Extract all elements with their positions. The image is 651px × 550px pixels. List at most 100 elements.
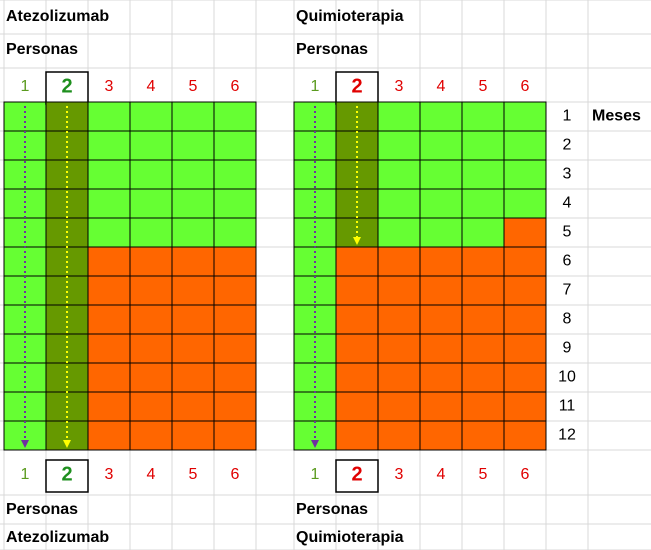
person-number: 1 (311, 466, 320, 483)
cell (213, 362, 257, 393)
cell (213, 101, 257, 132)
person-number: 4 (147, 466, 156, 483)
arrow-head (63, 440, 71, 448)
cell (503, 130, 547, 161)
cell (419, 217, 463, 248)
cell (45, 304, 89, 335)
cell (419, 101, 463, 132)
cell (129, 304, 173, 335)
cell (87, 101, 131, 132)
cell (503, 333, 547, 364)
cell (87, 217, 131, 248)
cell (129, 391, 173, 422)
cell (419, 304, 463, 335)
cell (461, 217, 505, 248)
cell (213, 275, 257, 306)
cell (3, 188, 47, 219)
person-number: 6 (521, 78, 530, 95)
cell (129, 217, 173, 248)
cell (335, 130, 379, 161)
cell (377, 217, 421, 248)
cell (87, 362, 131, 393)
person-number: 2 (61, 75, 72, 97)
cell (419, 159, 463, 190)
cell (45, 333, 89, 364)
cell (129, 333, 173, 364)
cell (129, 188, 173, 219)
arrow-head (353, 237, 361, 245)
cell (213, 391, 257, 422)
arrow-head (311, 440, 319, 448)
cell (171, 188, 215, 219)
cell (87, 159, 131, 190)
person-number: 4 (147, 78, 156, 95)
cell (335, 159, 379, 190)
arrow-head (21, 440, 29, 448)
person-number: 5 (189, 78, 198, 95)
person-number: 2 (61, 463, 72, 485)
cell (503, 304, 547, 335)
cell (293, 130, 337, 161)
cell (335, 246, 379, 277)
person-number: 1 (311, 78, 320, 95)
panel-title: Quimioterapia (296, 529, 404, 546)
cell (87, 391, 131, 422)
cell (129, 420, 173, 451)
person-number: 1 (21, 78, 30, 95)
cell (335, 333, 379, 364)
cell (419, 333, 463, 364)
cell (213, 304, 257, 335)
cell (503, 159, 547, 190)
cell (129, 362, 173, 393)
cell (461, 391, 505, 422)
cell (461, 130, 505, 161)
cell (461, 275, 505, 306)
person-number: 2 (351, 75, 362, 97)
person-number: 4 (437, 466, 446, 483)
cell (129, 246, 173, 277)
cell (293, 333, 337, 364)
month-number: 1 (563, 108, 572, 125)
cell (171, 333, 215, 364)
month-number: 7 (563, 282, 572, 299)
person-number: 6 (521, 466, 530, 483)
cell (377, 101, 421, 132)
cell (129, 130, 173, 161)
cell (87, 420, 131, 451)
cell (377, 159, 421, 190)
month-number: 9 (563, 340, 572, 357)
cell (45, 275, 89, 306)
cell (171, 101, 215, 132)
cell (335, 188, 379, 219)
cell (87, 333, 131, 364)
cell (377, 362, 421, 393)
cell (293, 304, 337, 335)
cell (129, 275, 173, 306)
cell (87, 275, 131, 306)
panel-title: Atezolizumab (6, 529, 109, 546)
person-number: 3 (395, 466, 404, 483)
cell (503, 275, 547, 306)
person-number: 5 (479, 466, 488, 483)
person-number: 6 (231, 466, 240, 483)
month-number: 2 (563, 137, 572, 154)
cell (461, 333, 505, 364)
cell (377, 130, 421, 161)
month-number: 6 (563, 253, 572, 270)
month-number: 10 (558, 369, 576, 386)
cell (171, 362, 215, 393)
person-number: 3 (395, 78, 404, 95)
cell (171, 391, 215, 422)
cell (503, 391, 547, 422)
cell (461, 188, 505, 219)
cell (335, 304, 379, 335)
cell (45, 130, 89, 161)
cell (377, 333, 421, 364)
person-number: 1 (21, 466, 30, 483)
cell (3, 304, 47, 335)
cell (213, 333, 257, 364)
panel-title: Atezolizumab (6, 8, 109, 25)
cell (213, 159, 257, 190)
month-number: 8 (563, 311, 572, 328)
